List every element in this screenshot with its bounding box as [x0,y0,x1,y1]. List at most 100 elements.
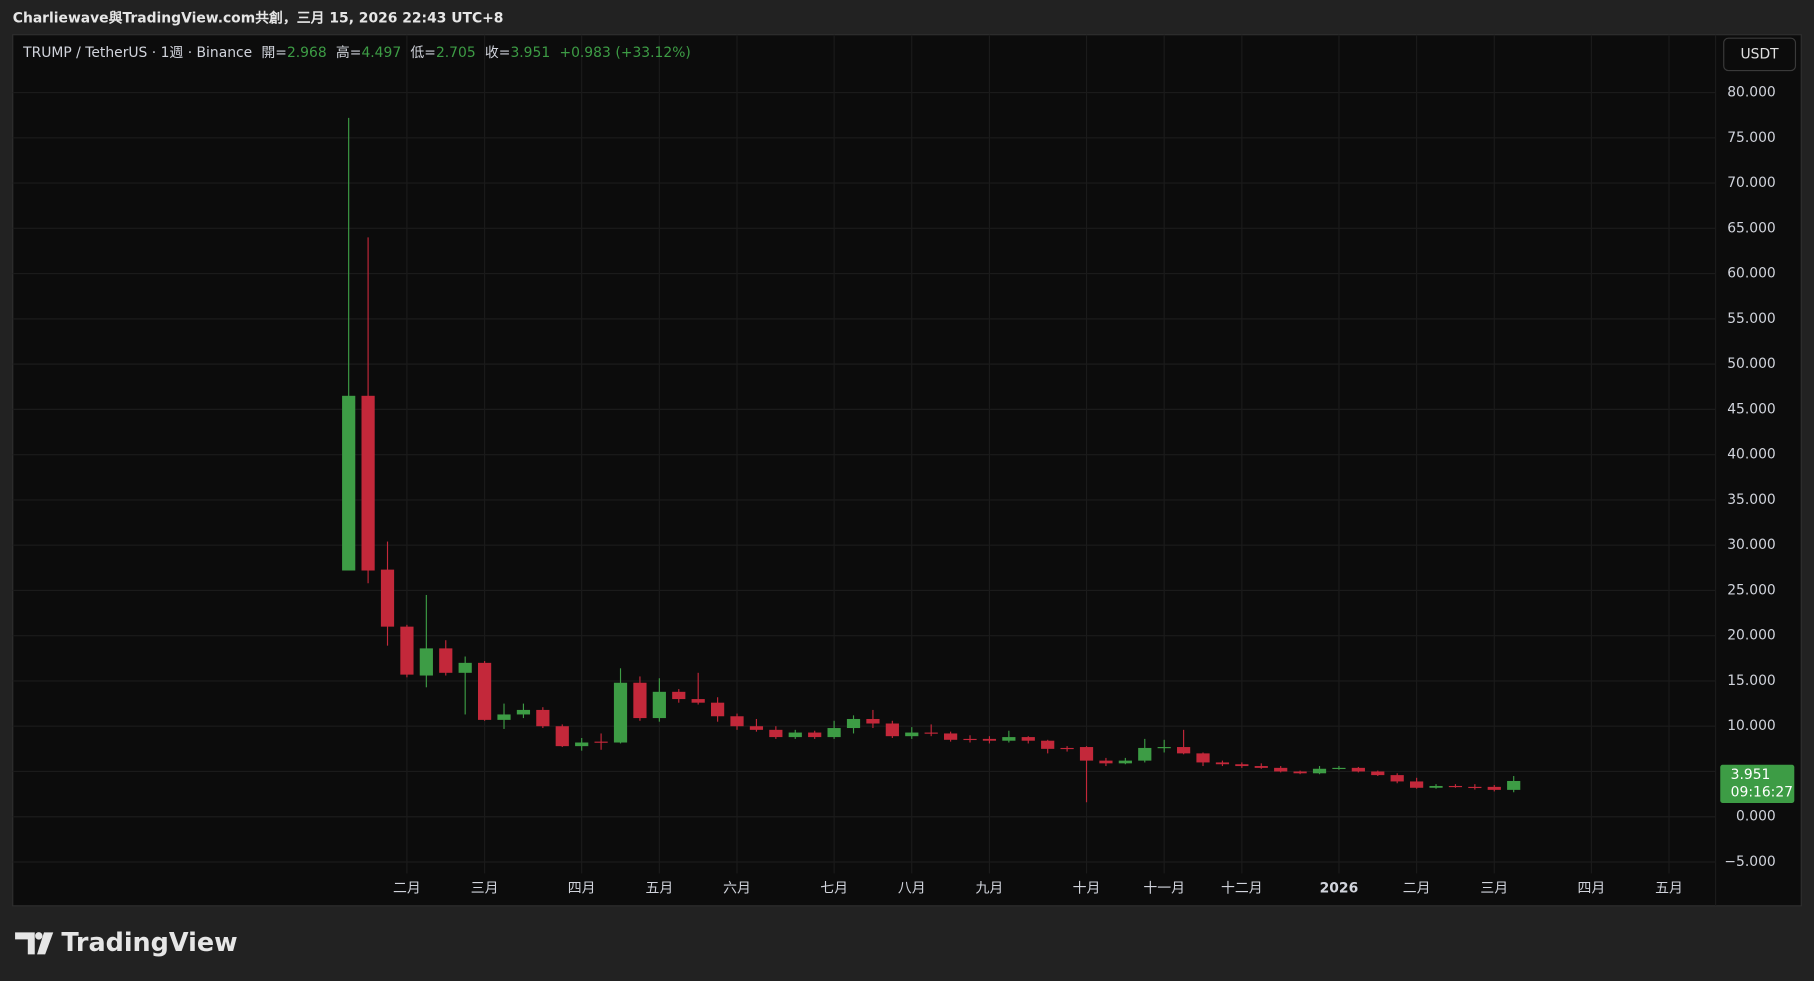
attribution: Charliewave與TradingView.com共創，三月 15, 202… [13,10,504,27]
currency-button[interactable] [1723,37,1797,72]
candle-body [982,738,997,741]
x-tick-label: 十一月 [1143,880,1185,896]
legend-value: 3.951 [510,45,550,61]
legend: TRUMP / TetherUS · 1週 · Binance 開=2.968 高=… [22,44,691,61]
candle-body [1274,767,1288,772]
y-tick-label: 70.000 [1727,175,1776,191]
last-price-tag [1720,764,1795,803]
y-tick-label: 10.000 [1727,718,1776,734]
candle-body [1448,785,1463,788]
legend-value: 4.497 [361,45,401,61]
candle-body [1235,764,1249,767]
y-tick-label: 25.000 [1727,582,1776,598]
legend-change-pct: (+33.12%) [615,45,690,61]
candle-body [458,662,472,673]
candle-body [1099,760,1113,764]
candle-body [1060,747,1074,750]
candle-body [1351,767,1365,772]
candle-body [419,648,433,676]
candle-body [1196,753,1210,763]
candle-body [361,395,375,571]
candle-body [885,723,899,737]
currency-label: USDT [1741,46,1780,62]
candle-body [1390,775,1404,782]
legend-label: 低= [410,45,436,61]
candle-body [1507,780,1521,790]
y-tick-label: 75.000 [1727,130,1776,146]
brand-name: TradingView [61,928,237,958]
candle-body [1312,768,1327,774]
candle-body [710,702,725,717]
candle-body [1215,762,1230,765]
brand-logo: TradingView [15,928,238,958]
candle-body [788,732,802,738]
x-tick-label: 九月 [976,880,1004,896]
x-tick-label: 十月 [1073,880,1101,896]
y-tick-label: 20.000 [1727,628,1776,644]
candle-body [963,738,977,741]
y-tick-label: 30.000 [1727,537,1776,553]
y-tick-label: 65.000 [1727,220,1776,236]
logo-icon [37,932,54,955]
x-tick-label: 二月 [1403,880,1431,896]
x-tick-label: 七月 [820,880,848,896]
x-tick-label: 四月 [568,880,596,896]
y-tick-label: −5.000 [1724,854,1775,870]
candles [342,117,1521,803]
legend-value: 2.968 [287,45,327,61]
candle-body [691,699,705,703]
x-tick-label: 五月 [645,880,673,896]
candle-body [400,626,414,675]
candle-body [1332,767,1346,770]
candle-body [555,726,569,747]
x-tick-label: 五月 [1655,880,1683,896]
candle-body [944,733,958,740]
legend-label: 收= [485,45,511,61]
y-tick-label: 35.000 [1727,492,1776,508]
candle-body [846,718,861,729]
candle-body [1429,785,1443,788]
legend-value: 2.705 [436,45,476,61]
candle-body [1138,747,1152,761]
legend-label: 開= [261,45,287,61]
legend-title: TRUMP / TetherUS · 1週 · Binance [22,45,252,61]
x-tick-label: 三月 [471,880,499,896]
candle-body [594,741,608,743]
candle-body [536,709,550,727]
y-tick-label: 50.000 [1727,356,1776,372]
y-tick-label: 60.000 [1727,266,1776,282]
chart-panel [12,34,1802,907]
candle-body [730,716,744,727]
y-tick-label: 45.000 [1727,401,1776,417]
candle-body [652,691,666,719]
candle-body [1021,737,1035,741]
candle-body [380,569,395,627]
candle-body [1177,747,1191,754]
candle-body [1002,737,1016,741]
candle-body [497,714,511,720]
candle-body [827,728,841,738]
candle-body [1118,760,1132,764]
x-tick-label: 四月 [1577,880,1605,896]
candle-body [1468,786,1482,789]
candle-body [575,742,589,747]
y-tick-label: 0.000 [1736,809,1776,825]
axes: −5.0000.0005.00010.00015.00020.00025.000… [393,85,1795,896]
candle-body [1079,747,1094,761]
logo-icon [15,932,35,955]
x-tick-label: 十二月 [1221,880,1263,896]
candle-body [905,732,919,737]
y-tick-label: 80.000 [1727,85,1776,101]
candle-body [924,732,938,734]
candle-body [1487,786,1501,790]
candle-body [516,709,531,715]
x-tick-label: 2026 [1320,880,1359,896]
x-tick-label: 二月 [393,880,421,896]
candle-body [1293,771,1307,774]
grid [12,34,1716,874]
candle-body [477,662,492,720]
x-tick-label: 六月 [723,880,751,896]
candle-body [1410,781,1424,788]
